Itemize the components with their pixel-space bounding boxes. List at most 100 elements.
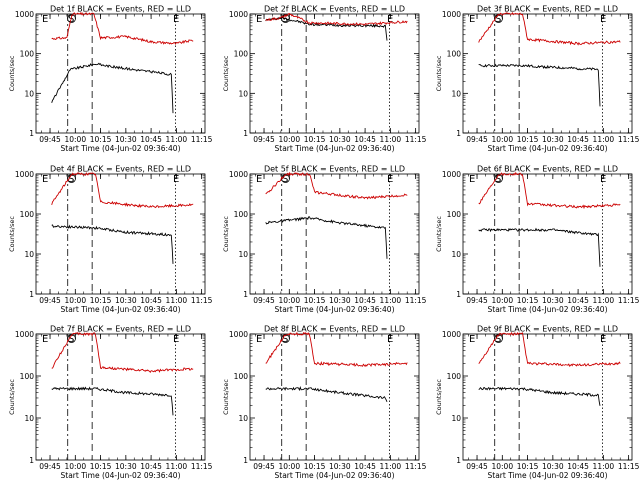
panel-title: Det 9f BLACK = Events, RED = LLD <box>477 325 618 334</box>
marker-e: E <box>469 174 475 185</box>
y-tick-label: 100 <box>20 210 35 219</box>
x-axis-label: Start Time (04-Jun-02 09:36:40) <box>488 305 608 314</box>
x-tick-label: 11:00 <box>166 462 188 471</box>
x-tick-label: 10:45 <box>354 296 376 305</box>
x-tick-label: 11:15 <box>191 462 213 471</box>
marker-circle <box>494 334 503 343</box>
y-tick-label: 1 <box>29 290 34 299</box>
y-tick-label: 1 <box>456 456 461 465</box>
x-tick-label: 10:45 <box>140 135 162 144</box>
panel-title: Det 1f BLACK = Events, RED = LLD <box>50 5 191 14</box>
panel-title: Det 2f BLACK = Events, RED = LLD <box>264 5 405 14</box>
y-axis-label: Counts/sec <box>222 216 230 252</box>
marker-e: E <box>469 334 475 345</box>
y-tick-label: 10 <box>451 250 461 259</box>
x-tick-label: 10:00 <box>64 462 86 471</box>
y-axis-label: Counts/sec <box>8 216 16 252</box>
y-tick-label: 100 <box>234 372 249 381</box>
marker-e: E <box>387 174 393 185</box>
series-events-line <box>478 63 601 107</box>
x-tick-label: 09:45 <box>253 296 275 305</box>
y-axis-label: Counts/sec <box>435 216 443 252</box>
y-tick-label: 10 <box>238 89 248 98</box>
series-events-line <box>265 216 388 259</box>
x-tick-label: 11:15 <box>191 135 213 144</box>
marker-e: E <box>387 334 393 345</box>
x-tick-label: 11:00 <box>593 462 615 471</box>
marker-e: E <box>42 174 48 185</box>
y-tick-label: 100 <box>447 50 462 59</box>
x-tick-label: 10:00 <box>278 296 300 305</box>
marker-e: E <box>469 14 475 25</box>
panel-title: Det 4f BLACK = Events, RED = LLD <box>50 165 191 174</box>
y-axis-label: Counts/sec <box>435 379 443 415</box>
y-tick-label: 100 <box>20 50 35 59</box>
marker-circle <box>281 334 290 343</box>
x-axis-label: Start Time (04-Jun-02 09:36:40) <box>61 144 181 153</box>
marker-s: S <box>495 174 501 185</box>
y-tick-label: 100 <box>234 210 249 219</box>
plot-frame <box>249 13 420 134</box>
detector-panel-1: Det 1f BLACK = Events, RED = LLD 1 10 100 10… <box>8 5 213 154</box>
x-tick-label: 11:00 <box>380 462 402 471</box>
plot-frame <box>249 333 420 461</box>
x-tick-label: 11:00 <box>166 296 188 305</box>
x-tick-label: 11:15 <box>191 296 213 305</box>
y-tick-label: 1 <box>243 129 248 138</box>
y-tick-label: 1000 <box>15 10 34 19</box>
x-tick-label: 11:00 <box>380 135 402 144</box>
series-events-line <box>265 386 388 402</box>
x-tick-label: 10:45 <box>140 462 162 471</box>
x-tick-label: 10:00 <box>64 296 86 305</box>
x-tick-label: 09:45 <box>253 135 275 144</box>
y-tick-label: 1000 <box>442 170 461 179</box>
series-lld-line <box>265 331 408 368</box>
y-tick-label: 1000 <box>15 170 34 179</box>
x-tick-label: 11:15 <box>618 296 640 305</box>
y-tick-label: 1 <box>243 290 248 299</box>
y-tick-label: 10 <box>238 250 248 259</box>
y-axis-label: Counts/sec <box>435 55 443 91</box>
series-events-line <box>51 386 174 416</box>
x-tick-label: 10:00 <box>278 462 300 471</box>
marker-e: E <box>173 334 179 345</box>
detector-panel-9: Det 9f BLACK = Events, RED = LLD 1 10 100 10… <box>435 325 640 480</box>
y-axis-label: Counts/sec <box>8 55 16 91</box>
plot-frame <box>462 13 633 134</box>
x-tick-label: 11:00 <box>593 135 615 144</box>
plot-frame <box>249 173 420 295</box>
x-tick-label: 10:15 <box>90 135 112 144</box>
marker-e: E <box>256 174 262 185</box>
series-events-line <box>51 224 174 264</box>
x-tick-label: 09:45 <box>466 296 488 305</box>
detector-panel-5: Det 5f BLACK = Events, RED = LLD 1 10 100 10… <box>222 165 427 315</box>
marker-e: E <box>600 174 606 185</box>
plot-frame <box>35 173 206 295</box>
x-tick-label: 10:30 <box>542 135 564 144</box>
x-tick-label: 10:45 <box>354 135 376 144</box>
y-tick-label: 1000 <box>15 330 34 339</box>
y-tick-label: 10 <box>451 414 461 423</box>
x-tick-label: 11:15 <box>405 296 427 305</box>
series-lld-line <box>265 171 408 200</box>
panel-title: Det 3f BLACK = Events, RED = LLD <box>477 5 618 14</box>
x-tick-label: 11:15 <box>405 462 427 471</box>
plot-frame <box>462 333 633 461</box>
x-tick-label: 09:45 <box>466 135 488 144</box>
y-tick-label: 1000 <box>229 10 248 19</box>
series-events-line <box>51 62 174 114</box>
y-tick-label: 1000 <box>442 330 461 339</box>
series-lld-line <box>478 331 621 368</box>
series-lld-line <box>478 12 621 46</box>
marker-e: E <box>173 174 179 185</box>
marker-s: S <box>282 14 288 25</box>
x-axis-label: Start Time (04-Jun-02 09:36:40) <box>61 305 181 314</box>
y-axis-label: Counts/sec <box>222 379 230 415</box>
y-tick-label: 1 <box>456 129 461 138</box>
x-tick-label: 09:45 <box>39 462 61 471</box>
detector-panel-2: Det 2f BLACK = Events, RED = LLD 1 10 100 10… <box>222 5 427 154</box>
y-tick-label: 10 <box>24 250 34 259</box>
series-events-line <box>478 386 601 406</box>
x-tick-label: 09:45 <box>253 462 275 471</box>
